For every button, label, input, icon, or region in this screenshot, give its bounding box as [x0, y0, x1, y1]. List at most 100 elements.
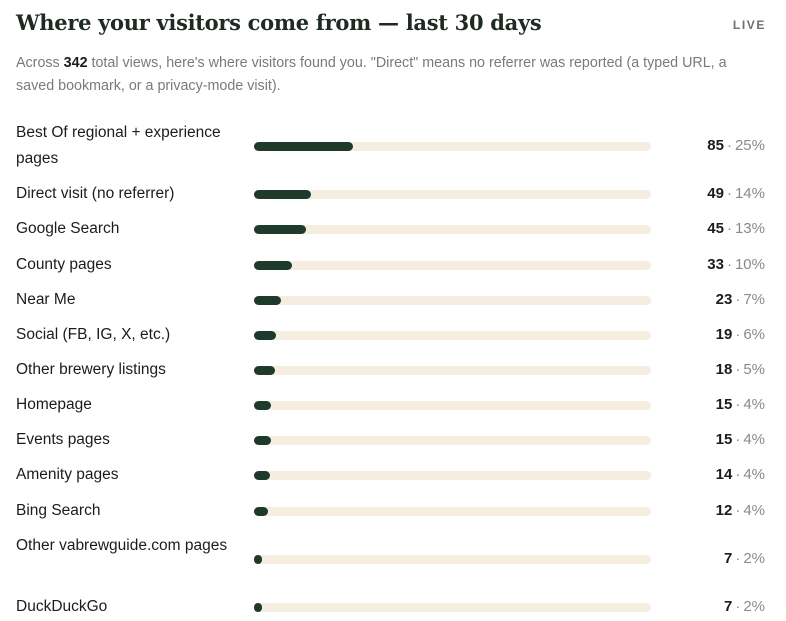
bar-row: Social (FB, IG, X, etc.) 19 · 6% — [16, 322, 766, 348]
bar-value: 49 · 14% — [707, 185, 765, 202]
category-label: Best Of regional + experience pages — [16, 124, 221, 167]
bar-row: Homepage 15 · 4% — [16, 392, 766, 418]
bar-fill — [254, 435, 271, 445]
view-count: 7 — [723, 598, 733, 615]
bar-track — [254, 602, 651, 612]
view-count: 45 — [707, 220, 724, 237]
bar-row: Near Me 23 · 7% — [16, 287, 766, 313]
bar-fill — [254, 602, 262, 612]
bar-fill — [254, 260, 292, 270]
bar-value: 18 · 5% — [716, 361, 765, 378]
category-label: Amenity pages — [16, 466, 119, 483]
bar-value: 45 · 13% — [707, 220, 765, 237]
bar-fill — [254, 330, 276, 340]
percent-label: 13% — [734, 220, 765, 237]
percent-label: 6% — [743, 326, 765, 343]
percent-label: 7% — [743, 291, 765, 308]
bar-value: 33 · 10% — [707, 256, 765, 273]
bar-track — [254, 400, 651, 410]
summary-text: Across 342 total views, here's where vis… — [16, 52, 761, 98]
value-separator: · — [735, 466, 741, 483]
percent-label: 2% — [743, 598, 765, 615]
percent-label: 2% — [743, 550, 765, 567]
bar-fill — [254, 224, 306, 234]
category-label: Homepage — [16, 396, 92, 413]
bar-row: County pages 33 · 10% — [16, 252, 766, 278]
value-separator: · — [735, 326, 741, 343]
bar-fill — [254, 506, 268, 516]
bar-value: 14 · 4% — [716, 466, 765, 483]
bar-track — [254, 506, 651, 516]
bar-value: 12 · 4% — [716, 502, 765, 519]
view-count: 49 — [707, 185, 724, 202]
view-count: 14 — [715, 466, 733, 483]
summary-prefix: Across — [16, 55, 64, 71]
bar-row: Events pages 15 · 4% — [16, 427, 766, 453]
bar-row: Bing Search 12 · 4% — [16, 498, 766, 524]
live-badge: LIVE — [732, 18, 766, 32]
bar-row: Google Search 45 · 13% — [16, 216, 766, 242]
bar-value: 7 · 2% — [724, 550, 765, 567]
view-count: 7 — [723, 550, 733, 567]
referrer-card: Where your visitors come from — last 30 … — [16, 8, 766, 615]
percent-label: 5% — [743, 361, 765, 378]
category-label: Direct visit (no referrer) — [16, 185, 175, 202]
bar-row: Other vabrewguide.com pages 7 · 2% — [16, 533, 766, 585]
category-label: County pages — [16, 256, 112, 273]
bar-value: 15 · 4% — [716, 396, 765, 413]
percent-label: 4% — [743, 502, 765, 519]
bar-value: 23 · 7% — [716, 291, 765, 308]
value-separator: · — [735, 502, 741, 519]
bar-fill — [254, 141, 353, 151]
bar-row: Best Of regional + experience pages 85 · 25… — [16, 120, 766, 172]
bar-track — [254, 295, 651, 305]
bar-row: Other brewery listings 18 · 5% — [16, 357, 766, 383]
percent-label: 4% — [743, 466, 765, 483]
bar-track — [254, 554, 651, 564]
value-separator: · — [735, 291, 741, 308]
view-count: 19 — [715, 326, 733, 343]
bar-value: 85 · 25% — [707, 137, 765, 154]
category-label: Near Me — [16, 291, 76, 308]
bar-row: Direct visit (no referrer) 49 · 14% — [16, 181, 766, 207]
value-separator: · — [726, 256, 732, 273]
category-label: Events pages — [16, 431, 110, 448]
value-separator: · — [726, 137, 732, 154]
bar-track — [254, 435, 651, 445]
card-header: Where your visitors come from — last 30 … — [16, 8, 766, 42]
percent-label: 14% — [734, 185, 765, 202]
bar-track — [254, 365, 651, 375]
value-separator: · — [735, 431, 741, 448]
category-label: Bing Search — [16, 502, 101, 519]
bar-track — [254, 330, 651, 340]
view-count: 33 — [707, 256, 724, 273]
value-separator: · — [735, 396, 741, 413]
total-views: 342 — [63, 55, 88, 71]
category-label: Other vabrewguide.com pages — [16, 537, 228, 554]
bar-track — [254, 224, 651, 234]
percent-label: 25% — [734, 137, 765, 154]
value-separator: · — [735, 550, 741, 567]
view-count: 23 — [715, 291, 733, 308]
value-separator: · — [726, 185, 732, 202]
percent-label: 10% — [734, 256, 765, 273]
percent-label: 4% — [743, 396, 765, 413]
bar-fill — [254, 554, 262, 564]
bar-track — [254, 141, 651, 151]
value-separator: · — [726, 220, 732, 237]
value-separator: · — [735, 361, 741, 378]
bar-fill — [254, 189, 311, 199]
percent-label: 4% — [743, 431, 765, 448]
view-count: 85 — [707, 137, 724, 154]
bar-fill — [254, 365, 275, 375]
bar-row: DuckDuckGo 7 · 2% — [16, 594, 766, 620]
view-count: 15 — [715, 396, 733, 413]
view-count: 15 — [715, 431, 733, 448]
bar-fill — [254, 470, 270, 480]
view-count: 18 — [715, 361, 733, 378]
category-label: Social (FB, IG, X, etc.) — [16, 326, 171, 343]
page-title: Where your visitors come from — last 30 … — [16, 10, 542, 35]
summary-suffix: total views, here's where visitors found… — [16, 55, 727, 94]
referrer-bar-chart: Best Of regional + experience pages 85 · 25… — [16, 8, 766, 621]
bar-row: Amenity pages 14 · 4% — [16, 462, 766, 488]
